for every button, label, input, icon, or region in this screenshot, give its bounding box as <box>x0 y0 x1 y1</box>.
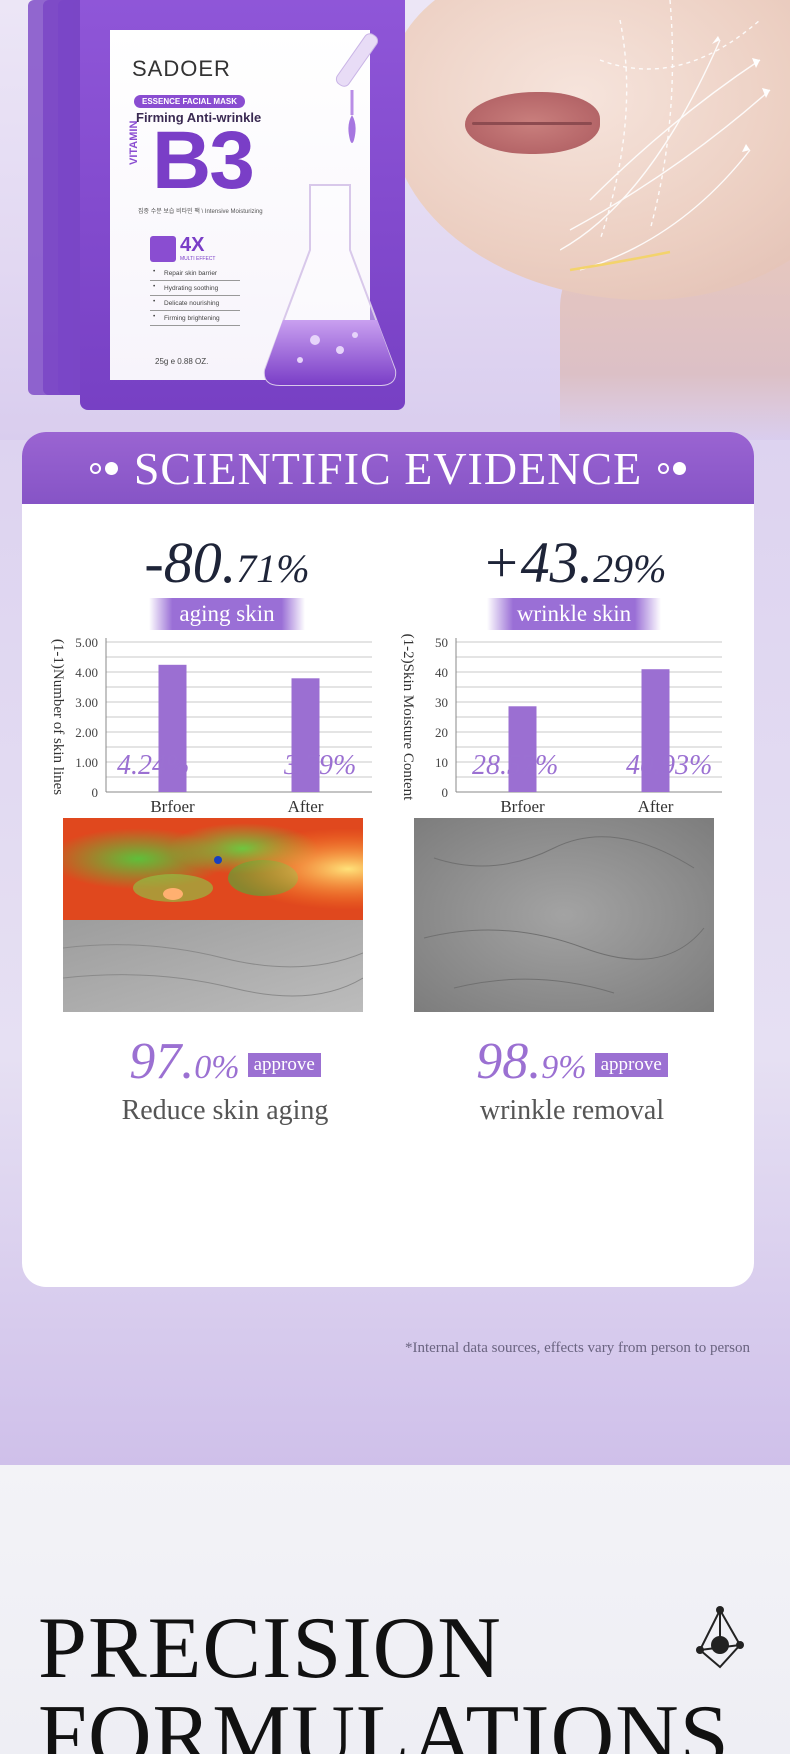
chart-skin-lines: (1-1)Number of skin lines 0 1.00 2.00 3.00 4.… <box>50 635 372 816</box>
chart-y-tick-label: 5.00 <box>75 635 98 650</box>
vitamin-code: B3 <box>152 115 255 206</box>
chart-y-tick-label: 30 <box>435 695 448 710</box>
approval-caption: Reduce skin aging <box>121 1095 329 1126</box>
benefit-list: Repair skin barrier Hydrating soothing D… <box>150 266 240 326</box>
lifting-arrows-icon <box>560 0 771 272</box>
chart-y-tick-label: 0 <box>92 785 99 800</box>
stat-wrinkle-skin: +43.29% wrinkle skin <box>414 534 734 630</box>
ornament-dots-left <box>89 461 118 475</box>
chart-x-tick-label: After <box>288 797 324 816</box>
multi-effect-label: MULTI EFFECT <box>180 256 216 262</box>
approval-percent-major: 98. <box>476 1033 542 1090</box>
multi-effect-badge: 4X <box>180 234 205 256</box>
approval-percent: 97.0% <box>129 1033 239 1090</box>
precision-heading-line2: FORMULATIONS <box>38 1688 730 1754</box>
stat-value-major: +43. <box>481 530 594 595</box>
lab-flask-icon <box>263 184 397 386</box>
chart-y-tick-label: 40 <box>435 665 448 680</box>
chart-bar <box>641 669 670 792</box>
precision-heading: PRECISION FORMULATIONS <box>38 1605 730 1754</box>
hero-banner: SADOER ESSENCE FACIAL MASK Firming Anti-… <box>0 0 790 440</box>
korean-tagline: 집중 수분 보습 비타민 팩 \ Intensive Moisturizing <box>138 209 263 215</box>
chart-y-tick-label: 20 <box>435 725 448 740</box>
skin-scan-photo-before-after <box>63 818 363 1012</box>
section-title: SCIENTIFIC EVIDENCE <box>133 442 643 494</box>
ornament-dots-right <box>658 461 687 475</box>
approve-badge: approve <box>594 1053 668 1077</box>
chart-skin-moisture: (1-2)Skin Moisture Content 0 10 20 30 40 50 Brf… <box>400 634 722 816</box>
chart-bar <box>291 678 320 792</box>
vitamin-label: VITAMIN <box>128 120 140 165</box>
approve-badge: approve <box>247 1053 321 1077</box>
scientific-evidence-card: SCIENTIFIC EVIDENCE -80.71% aging skin +… <box>22 432 754 1287</box>
chart-y-tick-label: 1.00 <box>75 755 98 770</box>
approval-percent-minor: 9% <box>541 1049 587 1086</box>
chart-value-label: 40.93% <box>626 750 713 781</box>
approval-caption: wrinkle removal <box>479 1095 665 1126</box>
stat-value-minor: 71% <box>236 546 310 591</box>
stat-aging-skin: -80.71% aging skin <box>67 534 387 630</box>
approval-wrinkle-removal: 98.9% approve wrinkle removal <box>407 1032 737 1127</box>
stat-value: +43.29% <box>414 534 734 592</box>
stat-value: -80.71% <box>67 534 387 592</box>
approval-percent-major: 97. <box>129 1033 195 1090</box>
precision-section: PRECISION FORMULATIONS <box>0 1465 790 1754</box>
chart-y-tick-label: 3.00 <box>75 695 98 710</box>
chart-y-tick-label: 0 <box>442 785 449 800</box>
card-header: SCIENTIFIC EVIDENCE <box>22 432 754 504</box>
brand-name: SADOER <box>132 56 231 81</box>
chart-value-label: 4.24% <box>117 750 190 781</box>
lip-line <box>472 122 592 125</box>
skin-surface-photo <box>414 818 714 1012</box>
product-subtitle: Firming Anti-wrinkle <box>136 110 262 125</box>
chart-bar <box>508 706 537 792</box>
chart-y-tick-label: 10 <box>435 755 448 770</box>
chart-y-axis-label: (1-2)Skin Moisture Content <box>400 634 416 801</box>
chart-y-tick-label: 4.00 <box>75 665 98 680</box>
chart-x-tick-label: Brfoer <box>150 797 195 816</box>
precision-heading-line1: PRECISION <box>38 1600 502 1697</box>
chart-x-tick-label: Brfoer <box>500 797 545 816</box>
stat-label: wrinkle skin <box>486 598 662 630</box>
chart-value-label: 28.57% <box>472 750 559 781</box>
chart-x-tick-label: After <box>638 797 674 816</box>
molecule-icon <box>696 1606 744 1669</box>
product-type-badge: ESSENCE FACIAL MASK <box>134 95 245 108</box>
chart-y-tick-label: 2.00 <box>75 725 98 740</box>
benefit-item: Repair skin barrier <box>150 266 240 281</box>
approval-percent-minor: 0% <box>194 1049 240 1086</box>
benefit-item: Delicate nourishing <box>150 296 240 311</box>
chart-bar <box>158 664 187 792</box>
net-weight: 25g e 0.88 OZ. <box>155 357 209 366</box>
dropper-icon <box>335 33 379 143</box>
stat-value-minor: 29% <box>593 546 667 591</box>
face-mask-icon <box>150 236 176 262</box>
chart-y-tick-label: 50 <box>435 635 448 650</box>
stat-value-major: -80. <box>144 530 237 595</box>
chart-y-axis-label: (1-1)Number of skin lines <box>50 639 66 795</box>
chart-value-label: 3.79% <box>284 750 357 781</box>
stat-label: aging skin <box>149 598 305 630</box>
approval-percent: 98.9% <box>476 1033 586 1090</box>
benefit-item: Firming brightening <box>150 311 240 326</box>
data-source-footnote: *Internal data sources, effects vary fro… <box>404 1340 750 1356</box>
approval-reduce-aging: 97.0% approve Reduce skin aging <box>60 1032 390 1127</box>
benefit-item: Hydrating soothing <box>150 281 240 296</box>
